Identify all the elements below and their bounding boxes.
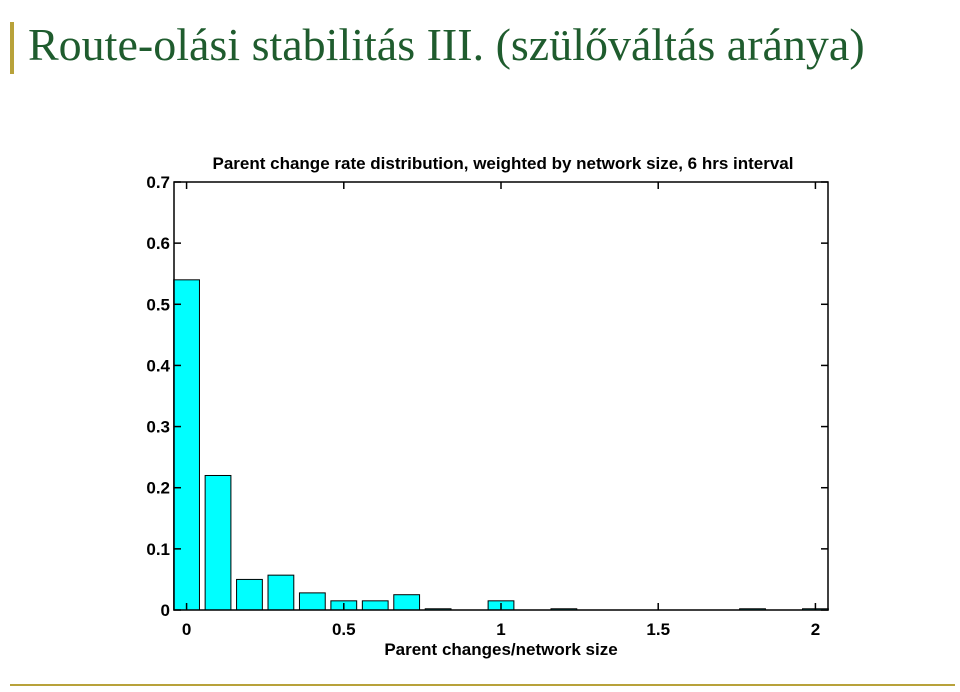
bar <box>173 279 200 611</box>
plot-frame <box>173 181 829 611</box>
bars-group <box>173 279 829 611</box>
slide-title: Route-olási stabilitás III. (szülőváltás… <box>28 19 865 70</box>
bottom-rule <box>10 684 955 686</box>
bar <box>204 474 232 611</box>
x-tick-label: 0.5 <box>332 620 356 639</box>
bar <box>361 600 389 611</box>
chart-title: Parent change rate distribution, weighte… <box>213 154 794 173</box>
y-tick-label: 0.3 <box>146 418 170 437</box>
x-axis-label: Parent changes/network size <box>384 640 617 659</box>
y-tick-label: 0.6 <box>146 234 170 253</box>
y-tick-label: 0.5 <box>146 295 170 314</box>
x-tick-label: 1.5 <box>646 620 670 639</box>
x-tick-label: 2 <box>811 620 820 639</box>
bar <box>298 592 326 611</box>
axes-group: 0 0.1 0.2 0.3 0.4 0.5 0.6 0.7 0 0.5 1 1.5 2 <box>146 173 828 639</box>
bar <box>236 578 263 611</box>
x-tick-label: 0 <box>182 620 191 639</box>
y-tick-label: 0.4 <box>146 356 170 375</box>
x-tick-label: 1 <box>496 620 505 639</box>
y-tick-label: 0.1 <box>146 540 170 559</box>
title-accent-bar <box>10 22 14 74</box>
y-tick-label: 0.7 <box>146 173 170 192</box>
y-tick-label: 0.2 <box>146 479 170 498</box>
bar <box>393 594 421 611</box>
bar <box>267 574 295 611</box>
y-tick-label: 0 <box>161 601 170 620</box>
